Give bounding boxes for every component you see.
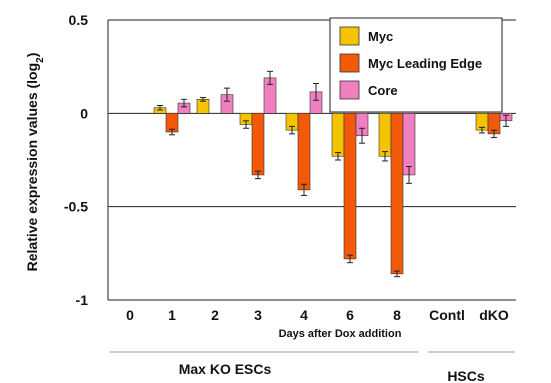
bar (251, 113, 265, 176)
x-tick-label: 0 (126, 307, 134, 323)
bar (402, 113, 416, 176)
legend-label-myc-leading-edge: Myc Leading Edge (368, 56, 482, 71)
legend: Myc Myc Leading Edge Core (329, 17, 503, 113)
legend-swatch-myc-leading-edge (339, 53, 360, 73)
x-tick-label: 8 (393, 307, 401, 323)
axis-layer: 0.5 0 -0.5 -1 0 1 2 3 4 6 8 Contl dKO (64, 12, 509, 323)
legend-label-core: Core (368, 83, 398, 98)
bar (343, 113, 357, 260)
x-tick-label: 6 (346, 307, 354, 323)
y-tick-label: 0.5 (69, 12, 89, 28)
y-axis-label: Relative expression values (log2) (24, 53, 46, 272)
legend-label-myc: Myc (368, 29, 393, 44)
bar (297, 113, 311, 191)
y-tick-label: -0.5 (64, 199, 88, 215)
x-tick-label: dKO (479, 307, 509, 323)
bars-layer (153, 70, 513, 278)
legend-swatch-core (339, 80, 360, 100)
bar (378, 113, 392, 157)
x-tick-label: 1 (168, 307, 176, 323)
x-tick-label: 4 (300, 307, 308, 323)
x-tick-label: 3 (254, 307, 262, 323)
y-tick-label: -1 (76, 292, 89, 308)
group-label-hscs: HSCs (447, 368, 485, 383)
x-tick-label: Contl (429, 307, 465, 323)
x-tick-label: 2 (211, 307, 219, 323)
bar (331, 113, 345, 157)
y-tick-label: 0 (80, 105, 88, 121)
group-label-max-ko: Max KO ESCs (179, 361, 272, 377)
bar (390, 113, 404, 275)
x-axis-label: Days after Dox addition (279, 328, 402, 340)
legend-swatch-myc (339, 26, 360, 46)
